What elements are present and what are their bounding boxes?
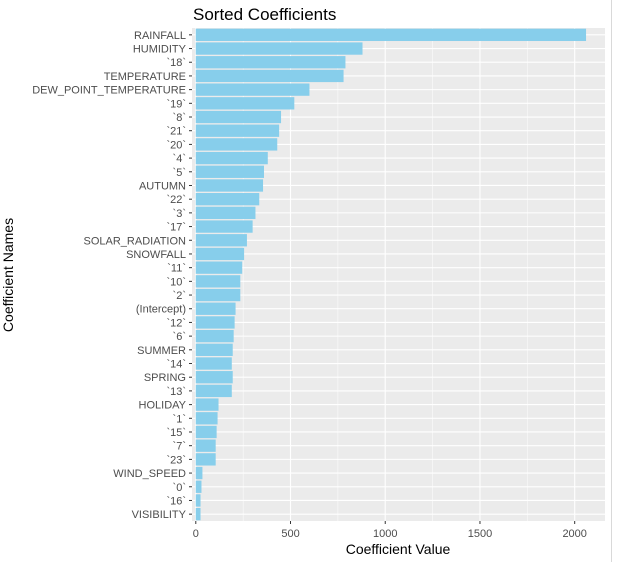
x-tick-label: 0: [193, 528, 199, 540]
y-tick-label: `4`: [173, 153, 186, 165]
bar: [195, 206, 256, 220]
bar: [195, 494, 201, 507]
bar: [195, 56, 346, 69]
y-tick-label: `12`: [166, 317, 186, 329]
bar: [195, 480, 202, 493]
x-tick-label: 500: [281, 528, 299, 540]
y-tick-label: SPRING: [144, 372, 186, 384]
x-axis-ticks: 0 500 1000 1500 2000: [193, 521, 587, 540]
bar: [195, 453, 216, 466]
bar: [195, 412, 218, 425]
bar: [195, 329, 234, 343]
y-tick-label: WIND_SPEED: [113, 468, 186, 480]
bar: [195, 507, 201, 521]
y-tick-label: RAINFALL: [134, 30, 186, 42]
y-tick-label: TEMPERATURE: [104, 71, 186, 83]
x-tick-label: 1000: [373, 528, 397, 540]
bars: [195, 28, 587, 521]
bar: [195, 398, 219, 411]
y-axis-ticks: RAINFALL HUMIDITY`18` TEMPERATURE DEW_POINT…: [32, 30, 192, 521]
bar: [195, 343, 233, 356]
y-tick-label: `1`: [173, 413, 186, 425]
y-tick-label: `0`: [173, 482, 186, 494]
bar: [195, 302, 236, 315]
minor-gridlines: [242, 28, 528, 521]
bar: [195, 193, 260, 206]
y-tick-label: VISIBILITY: [132, 509, 187, 521]
bar: [195, 288, 241, 302]
y-tick-label: HOLIDAY: [139, 400, 187, 412]
y-tick-label: `7`: [173, 441, 186, 453]
bar: [195, 28, 587, 42]
bar: [195, 151, 268, 165]
y-tick-label: `10`: [166, 276, 186, 288]
y-tick-label: HUMIDITY: [133, 44, 187, 56]
y-tick-label: `6`: [173, 331, 186, 343]
x-axis-title: Coefficient Value: [346, 541, 451, 557]
bar: [195, 220, 253, 233]
bar: [195, 179, 264, 192]
y-tick-label: SNOWFALL: [126, 249, 186, 261]
bar: [195, 83, 310, 96]
y-tick-label: `5`: [173, 167, 186, 179]
bar: [195, 69, 344, 83]
bar: [195, 124, 280, 137]
y-tick-label: DEW_POINT_TEMPERATURE: [32, 85, 186, 97]
y-tick-label: `19`: [166, 98, 186, 110]
chart-title: Sorted Coefficients: [193, 5, 336, 24]
bar: [195, 234, 247, 247]
y-tick-label: `16`: [166, 495, 186, 507]
y-tick-label: AUTUMN: [139, 180, 186, 192]
y-tick-label: `11`: [167, 263, 186, 275]
bar: [195, 42, 363, 55]
bar: [195, 425, 217, 439]
y-tick-label: `8`: [173, 112, 186, 124]
bar: [195, 97, 295, 110]
x-tick-label: 2000: [562, 528, 586, 540]
y-tick-label: (Intercept): [136, 304, 186, 316]
y-axis-title: Coefficient Names: [0, 218, 16, 332]
plot-panel: [192, 28, 605, 521]
bar: [195, 110, 282, 124]
right-border-line: [611, 0, 612, 562]
y-tick-label: `2`: [173, 290, 186, 302]
bar: [195, 466, 203, 480]
bar: [195, 261, 243, 274]
bar: [195, 275, 241, 288]
bar: [195, 384, 232, 398]
bar: [195, 316, 235, 329]
x-tick-label: 1500: [468, 528, 492, 540]
y-tick-label: `14`: [166, 359, 186, 371]
y-tick-label: SOLAR_RADIATION: [84, 235, 187, 247]
y-tick-label: `22`: [166, 194, 186, 206]
y-tick-label: `15`: [166, 427, 186, 439]
y-tick-label: `18`: [166, 57, 186, 69]
bar: [195, 439, 216, 452]
y-tick-label: `21`: [166, 126, 186, 138]
y-tick-label: `20`: [166, 139, 186, 151]
y-tick-label: `13`: [166, 386, 186, 398]
y-tick-label: `17`: [166, 222, 186, 234]
y-tick-label: SUMMER: [137, 345, 186, 357]
y-tick-label: `3`: [173, 208, 186, 220]
bar: [195, 357, 232, 370]
y-tick-label: `23`: [166, 454, 186, 466]
bar: [195, 165, 264, 178]
bar: [195, 371, 233, 384]
bar: [195, 138, 278, 151]
bar: [195, 247, 245, 261]
